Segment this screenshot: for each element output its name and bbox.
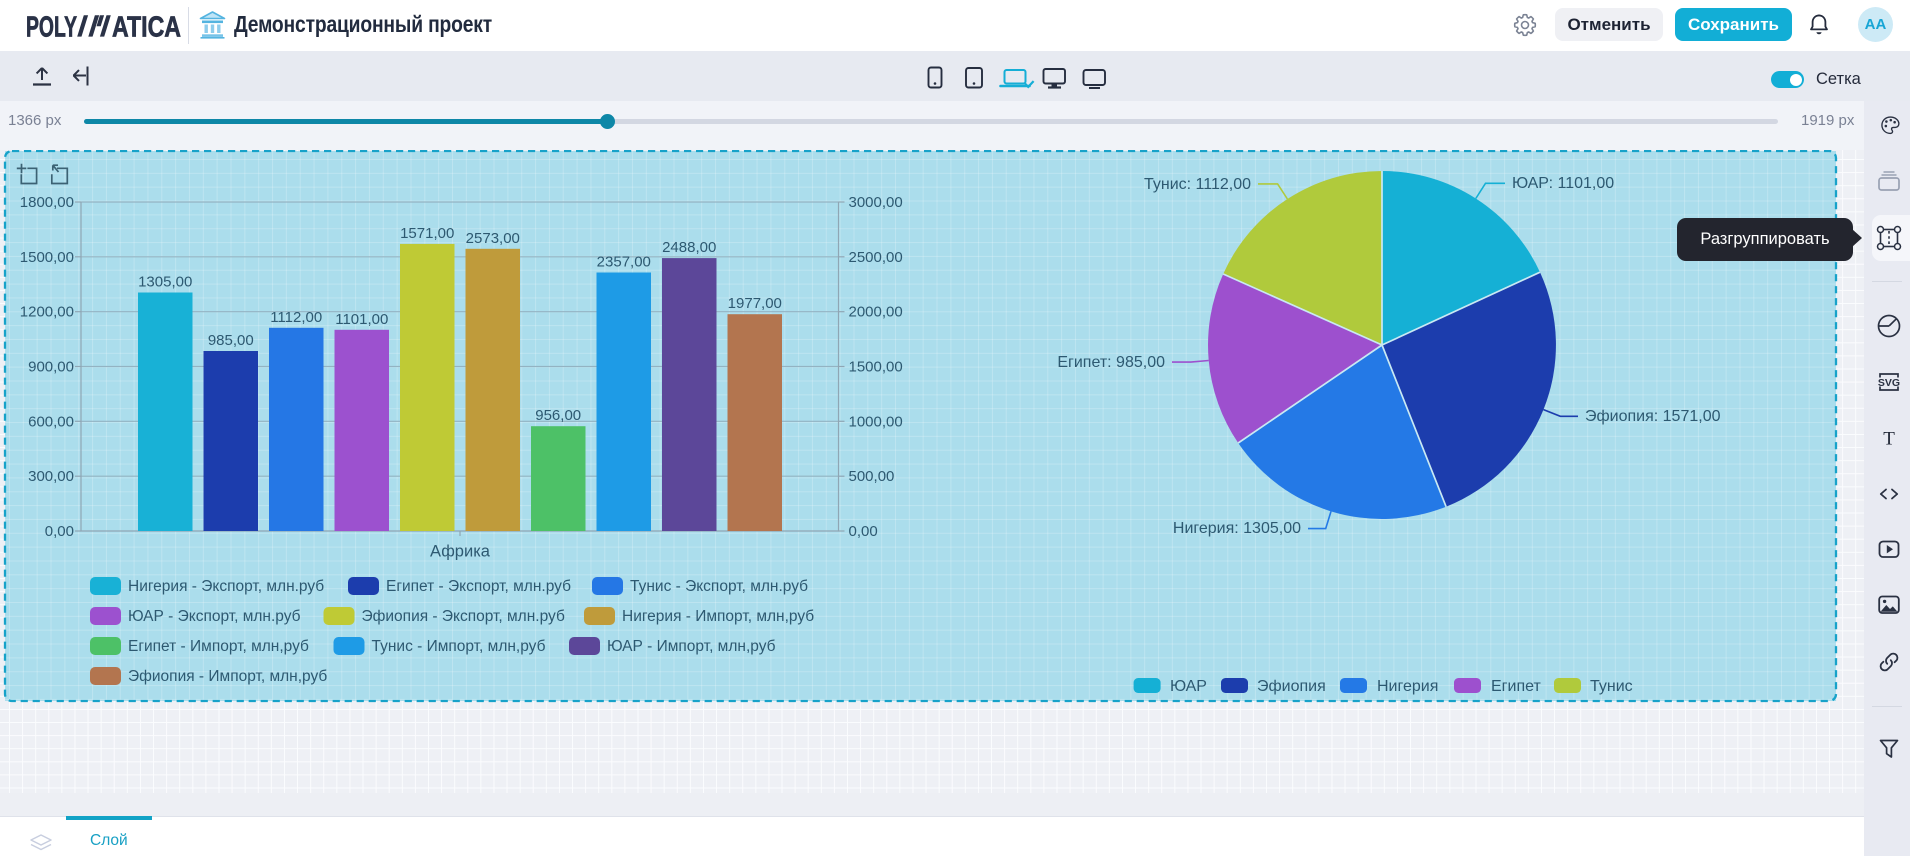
- svg-text:1800,00: 1800,00: [20, 194, 74, 211]
- svg-text:T: T: [1883, 429, 1895, 450]
- svg-text:300,00: 300,00: [28, 468, 74, 485]
- svg-text:2500,00: 2500,00: [849, 249, 903, 266]
- svg-text:Нигерия: Нигерия: [1377, 678, 1438, 695]
- svg-text:Эфиопия - Экспорт, млн.руб: Эфиопия - Экспорт, млн.руб: [362, 608, 565, 625]
- svg-text:1500,00: 1500,00: [20, 249, 74, 266]
- svg-text:ЮАР - Экспорт, млн.руб: ЮАР - Экспорт, млн.руб: [128, 608, 301, 625]
- svg-text:Тунис: 1112,00: Тунис: 1112,00: [1144, 176, 1251, 193]
- svg-text:Тунис - Импорт, млн,руб: Тунис - Импорт, млн,руб: [372, 638, 546, 655]
- svg-text:ЮАР: ЮАР: [1170, 678, 1207, 695]
- svg-text:Египет - Импорт, млн,руб: Египет - Импорт, млн,руб: [128, 638, 309, 655]
- svg-text:1305,00: 1305,00: [138, 274, 192, 291]
- svg-text:2573,00: 2573,00: [466, 230, 520, 247]
- svg-text:POLY: POLY: [26, 13, 77, 39]
- svg-text:Африка: Африка: [430, 543, 491, 561]
- svg-text:Эфиопия: 1571,00: Эфиопия: 1571,00: [1585, 408, 1721, 425]
- svg-text:2000,00: 2000,00: [849, 304, 903, 321]
- svg-text:1200,00: 1200,00: [20, 304, 74, 321]
- svg-text:600,00: 600,00: [28, 413, 74, 430]
- svg-text:1500,00: 1500,00: [849, 359, 903, 376]
- svg-text:Нигерия - Импорт, млн,руб: Нигерия - Импорт, млн,руб: [622, 608, 814, 625]
- svg-text:ЮАР: 1101,00: ЮАР: 1101,00: [1512, 175, 1614, 192]
- svg-text:ATICA: ATICA: [112, 13, 181, 39]
- svg-text:956,00: 956,00: [535, 407, 581, 424]
- svg-text:Тунис: Тунис: [1590, 678, 1633, 695]
- svg-text:900,00: 900,00: [28, 359, 74, 376]
- svg-text:1112,00: 1112,00: [270, 309, 322, 326]
- svg-text:SVG: SVG: [1878, 377, 1900, 389]
- svg-text:Египет: 985,00: Египет: 985,00: [1057, 354, 1165, 371]
- svg-text:985,00: 985,00: [208, 332, 254, 349]
- svg-text:0,00: 0,00: [849, 523, 878, 540]
- svg-text:500,00: 500,00: [849, 468, 895, 485]
- svg-text:0,00: 0,00: [45, 523, 74, 540]
- svg-text:ЮАР - Импорт, млн,руб: ЮАР - Импорт, млн,руб: [607, 638, 776, 655]
- svg-text:Египет - Экспорт, млн.руб: Египет - Экспорт, млн.руб: [386, 578, 571, 595]
- svg-text:1000,00: 1000,00: [849, 413, 903, 430]
- svg-text:1977,00: 1977,00: [728, 295, 782, 312]
- svg-text:1571,00: 1571,00: [400, 225, 454, 242]
- svg-text:Нигерия - Экспорт, млн.руб: Нигерия - Экспорт, млн.руб: [128, 578, 324, 595]
- svg-text:2357,00: 2357,00: [597, 254, 651, 271]
- svg-text:3000,00: 3000,00: [849, 194, 903, 211]
- svg-text:1101,00: 1101,00: [335, 311, 388, 328]
- svg-text:Египет: Египет: [1491, 678, 1541, 695]
- svg-text:Эфиопия - Импорт, млн,руб: Эфиопия - Импорт, млн,руб: [128, 668, 327, 685]
- svg-text:Тунис - Экспорт, млн.руб: Тунис - Экспорт, млн.руб: [630, 578, 808, 595]
- svg-text:Эфиопия: Эфиопия: [1257, 678, 1326, 695]
- svg-text:Нигерия: 1305,00: Нигерия: 1305,00: [1173, 520, 1301, 537]
- svg-text:2488,00: 2488,00: [662, 239, 716, 256]
